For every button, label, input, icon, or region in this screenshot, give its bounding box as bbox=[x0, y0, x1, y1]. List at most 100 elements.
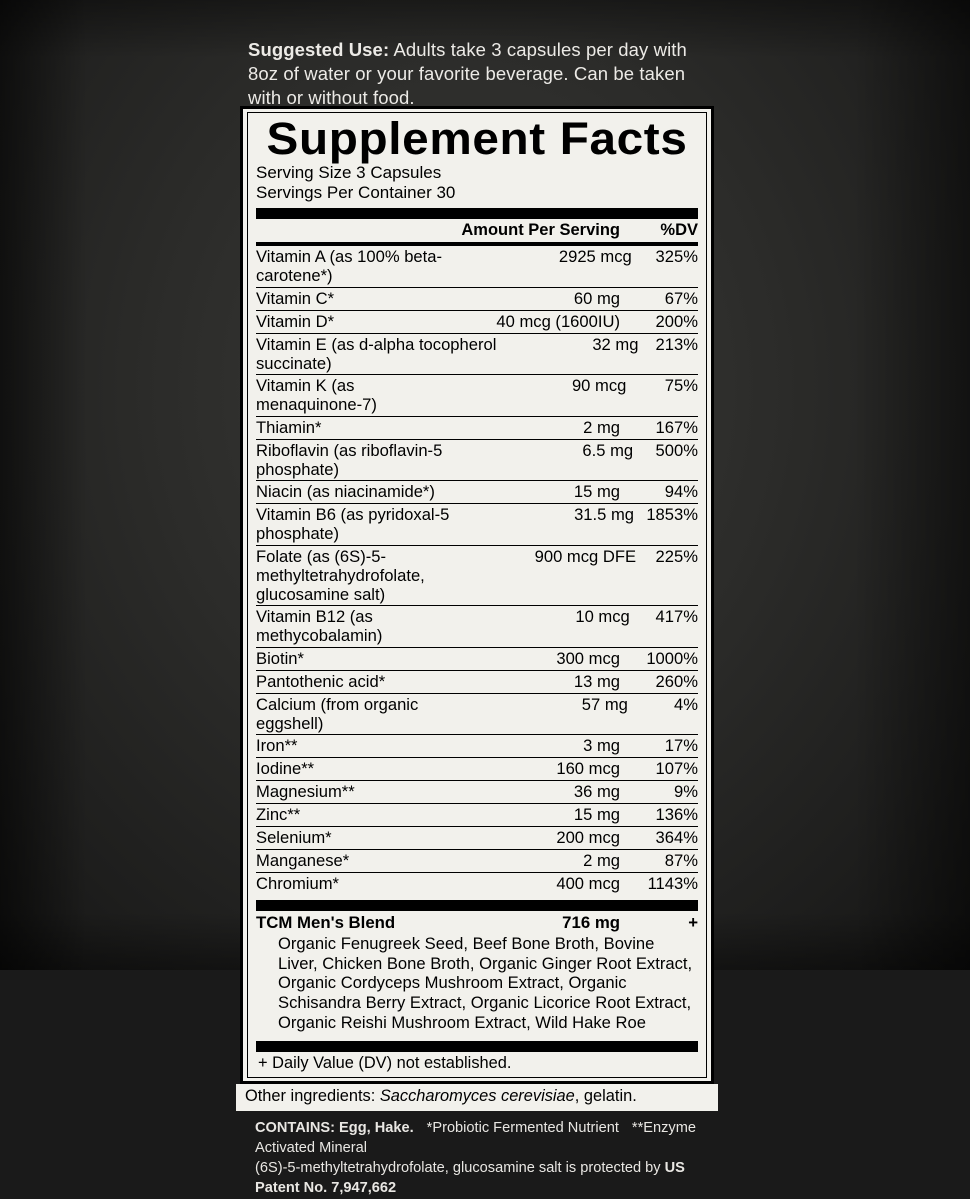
table-row: Manganese* 2 mg 87% bbox=[256, 849, 698, 872]
table-row: Vitamin K (as menaquinone-7) 90 mcg 75% bbox=[256, 374, 698, 415]
nutrient-name: Iodine** bbox=[256, 759, 315, 779]
servings-per-container: Servings Per Container 30 bbox=[256, 183, 456, 203]
nutrient-name: Manganese* bbox=[256, 851, 350, 871]
nutrient-name: Vitamin E (as d-alpha tocopherol succina… bbox=[256, 334, 497, 373]
table-row: Riboflavin (as riboflavin-5 phosphate) 6.… bbox=[256, 438, 698, 480]
nutrient-dv: 107% bbox=[655, 759, 698, 779]
nutrient-amount: 15 mg bbox=[573, 482, 620, 502]
divider-thick-footnote bbox=[256, 1040, 698, 1052]
contains-label: CONTAINS: Egg, Hake. bbox=[255, 1120, 414, 1136]
other-ingredients-strip: Other ingredients: Saccharomyces cerevis… bbox=[236, 1084, 718, 1111]
nutrient-amount: 400 mcg bbox=[556, 874, 620, 894]
nutrient-amount: 57 mg bbox=[581, 694, 628, 714]
nutrient-name: Magnesium** bbox=[256, 782, 355, 802]
suggested-use-body: Adults take 3 capsules per day with 8oz … bbox=[248, 39, 687, 109]
table-row: Iron** 3 mg 17% bbox=[256, 734, 698, 757]
table-row: Selenium* 200 mcg 364% bbox=[256, 826, 698, 849]
patent-prefix: (6S)-5-methyltetrahydrofolate, glucosami… bbox=[255, 1160, 665, 1177]
nutrient-amount: 2925 mcg bbox=[558, 247, 632, 267]
nutrient-name: Thiamin* bbox=[256, 417, 322, 437]
table-row: Vitamin E (as d-alpha tocopherol succina… bbox=[256, 332, 698, 374]
divider-thick-top bbox=[256, 208, 698, 220]
nutrient-table: Vitamin A (as 100% beta-carotene*) 2925 m… bbox=[256, 246, 698, 895]
page-title: Supplement Facts bbox=[266, 113, 688, 164]
table-row: Iodine** 160 mcg 107% bbox=[256, 757, 698, 780]
nutrient-dv: 200% bbox=[655, 311, 698, 331]
nutrient-amount: 200 mcg bbox=[556, 828, 620, 848]
table-row: Vitamin B6 (as pyridoxal-5 phosphate) 31.… bbox=[256, 503, 698, 544]
nutrient-amount: 900 mcg DFE bbox=[534, 546, 637, 566]
nutrient-name: Riboflavin (as riboflavin-5 phosphate) bbox=[256, 440, 443, 479]
nutrient-name: Selenium* bbox=[256, 828, 332, 848]
table-row: Zinc** 15 mg 136% bbox=[256, 803, 698, 826]
nutrient-name: Calcium (from organic eggshell) bbox=[256, 694, 419, 733]
supplement-facts-panel: Supplement Facts Serving Size 3 Capsules… bbox=[240, 106, 714, 1085]
nutrient-amount: 2 mg bbox=[583, 417, 620, 437]
table-row: Magnesium** 36 mg 9% bbox=[256, 780, 698, 803]
suggested-use-label: Suggested Use: bbox=[248, 39, 390, 60]
serving-info: Serving Size 3 Capsules Servings Per Con… bbox=[256, 163, 698, 203]
nutrient-dv: 417% bbox=[655, 607, 698, 627]
table-row: Calcium (from organic eggshell) 57 mg 4% bbox=[256, 692, 698, 734]
blend-amount: 716 mg bbox=[562, 913, 620, 933]
nutrient-amount: 60 mg bbox=[573, 288, 620, 308]
nutrient-dv: 167% bbox=[655, 417, 698, 437]
blend-ingredients: Organic Fenugreek Seed, Beef Bone Broth,… bbox=[278, 933, 693, 1032]
nutrient-dv: 94% bbox=[664, 482, 698, 502]
star-footnote: *Probiotic Fermented Nutrient bbox=[426, 1120, 619, 1136]
contains-line-1: CONTAINS: Egg, Hake. *Probiotic Fermented… bbox=[255, 1118, 725, 1158]
nutrient-amount: 15 mg bbox=[573, 805, 620, 825]
nutrient-amount: 6.5 mg bbox=[582, 440, 634, 460]
divider-medium-header bbox=[256, 242, 698, 247]
other-ingredients-italic: Saccharomyces cerevisiae bbox=[379, 1087, 575, 1105]
serving-size: Serving Size 3 Capsules bbox=[256, 163, 442, 183]
table-row: Thiamin* 2 mg 167% bbox=[256, 415, 698, 439]
column-header-dv: %DV bbox=[660, 221, 698, 240]
nutrient-name-line2: glucosamine salt) bbox=[256, 585, 386, 604]
nutrient-dv: 1000% bbox=[646, 648, 698, 668]
nutrient-name: Pantothenic acid* bbox=[256, 671, 386, 691]
table-row: Folate (as (6S)-5-methyltetrahydrofolate… bbox=[256, 544, 698, 606]
nutrient-amount: 10 mcg bbox=[575, 607, 630, 627]
nutrient-name: Iron** bbox=[256, 736, 298, 756]
nutrient-amount: 300 mcg bbox=[556, 648, 620, 668]
nutrient-amount: 31.5 mg bbox=[574, 505, 635, 525]
nutrient-dv: 1853% bbox=[646, 505, 698, 525]
nutrient-dv: 136% bbox=[655, 805, 698, 825]
nutrient-name: Vitamin D* bbox=[256, 311, 335, 331]
nutrient-amount: 3 mg bbox=[583, 736, 620, 756]
nutrient-amount: 2 mg bbox=[583, 851, 620, 871]
nutrient-dv: 9% bbox=[674, 782, 698, 802]
nutrient-name: Vitamin A (as 100% beta-carotene*) bbox=[256, 247, 443, 286]
nutrient-amount: 32 mg bbox=[592, 334, 639, 354]
column-header-amount: Amount Per Serving bbox=[461, 221, 620, 240]
nutrient-dv: 325% bbox=[655, 247, 698, 267]
table-row: Vitamin B12 (as methycobalamin) 10 mcg 417… bbox=[256, 605, 698, 646]
nutrient-dv: 67% bbox=[664, 288, 698, 308]
nutrient-name: Chromium* bbox=[256, 874, 339, 894]
suggested-use-text: Suggested Use: Adults take 3 capsules pe… bbox=[248, 38, 710, 110]
nutrient-dv: 1143% bbox=[647, 874, 698, 894]
table-row: Chromium* 400 mcg 1143% bbox=[256, 872, 698, 895]
column-headers: Amount Per Serving %DV bbox=[256, 219, 698, 242]
other-ingredients-tail: , gelatin. bbox=[574, 1087, 637, 1105]
nutrient-dv: 364% bbox=[655, 828, 698, 848]
nutrient-dv: 260% bbox=[655, 671, 698, 691]
nutrient-amount: 90 mcg bbox=[571, 376, 627, 396]
table-row: Pantothenic acid* 13 mg 260% bbox=[256, 669, 698, 693]
nutrient-dv: 17% bbox=[664, 736, 698, 756]
other-ingredients-label: Other ingredients: bbox=[245, 1087, 380, 1105]
blend-header-row: TCM Men's Blend 716 mg + bbox=[256, 911, 698, 933]
nutrient-amount: 13 mg bbox=[573, 671, 620, 691]
contains-footnotes: CONTAINS: Egg, Hake. *Probiotic Fermented… bbox=[255, 1118, 725, 1199]
nutrient-dv: 4% bbox=[674, 694, 698, 714]
nutrient-dv: 213% bbox=[655, 334, 698, 354]
nutrient-name: Vitamin K (as menaquinone-7) bbox=[256, 376, 377, 415]
nutrient-name: Vitamin B12 (as methycobalamin) bbox=[256, 607, 383, 646]
nutrient-amount: 160 mcg bbox=[556, 759, 620, 779]
nutrient-dv: 225% bbox=[655, 546, 698, 566]
contains-line-2: (6S)-5-methyltetrahydrofolate, glucosami… bbox=[255, 1158, 725, 1198]
table-row: Vitamin D* 40 mcg (1600IU) 200% bbox=[256, 309, 698, 333]
divider-thick-blend bbox=[256, 900, 698, 912]
blend-dv: + bbox=[688, 913, 698, 933]
